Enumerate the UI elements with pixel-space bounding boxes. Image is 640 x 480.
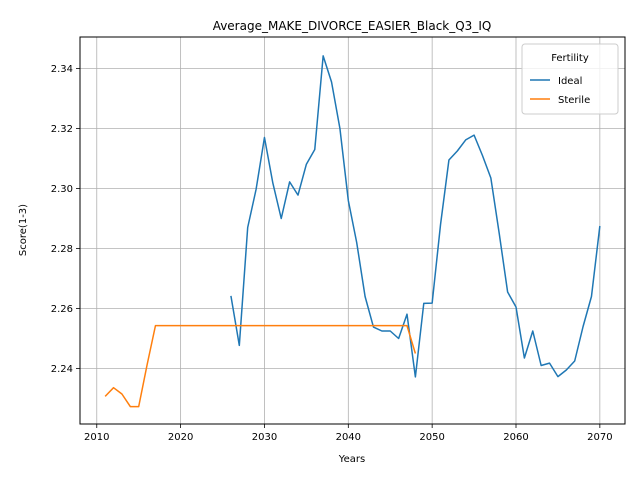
x-tick-label: 2060 — [503, 432, 528, 443]
series-layer — [104, 55, 601, 408]
x-tick-label: 2030 — [252, 432, 277, 443]
x-tick-label: 2050 — [419, 432, 444, 443]
legend-label-sterile: Sterile — [558, 95, 590, 106]
series-line-sterile — [104, 324, 417, 408]
legend-title: Fertility — [551, 53, 589, 64]
legend-label-ideal: Ideal — [558, 76, 582, 87]
x-tick-label: 2070 — [587, 432, 612, 443]
y-tick-label: 2.30 — [51, 184, 73, 195]
y-tick-label: 2.28 — [51, 244, 73, 255]
chart-title: Average_MAKE_DIVORCE_EASIER_Black_Q3_IQ — [213, 19, 492, 33]
legend: Fertility Ideal Sterile — [521, 43, 619, 115]
plot-frame — [79, 36, 626, 425]
x-tick-label: 2040 — [336, 432, 361, 443]
y-tick-label: 2.32 — [51, 124, 73, 135]
y-tick-label: 2.26 — [51, 304, 73, 315]
x-axis-label: Years — [338, 454, 365, 465]
x-tick-label: 2020 — [168, 432, 193, 443]
y-tick-label: 2.24 — [51, 364, 73, 375]
y-tick-label: 2.34 — [51, 64, 73, 75]
y-axis-label: Score(1-3) — [18, 204, 29, 256]
legend-box — [521, 43, 619, 115]
series-line-ideal — [230, 55, 601, 378]
ticks: 2010 2020 2030 2040 2050 2060 2070 2.24 2.26 2.28… — [51, 64, 613, 443]
x-tick-label: 2010 — [84, 432, 109, 443]
